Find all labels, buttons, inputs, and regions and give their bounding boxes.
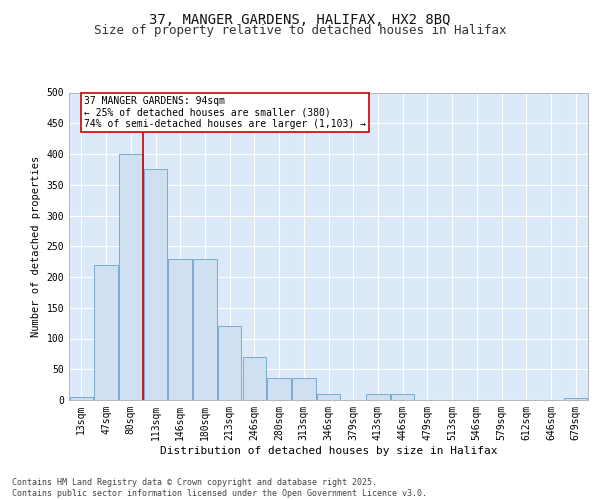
X-axis label: Distribution of detached houses by size in Halifax: Distribution of detached houses by size …	[160, 446, 497, 456]
Bar	[193, 258, 217, 400]
Bar	[564, 398, 587, 400]
Text: 37 MANGER GARDENS: 94sqm
← 25% of detached houses are smaller (380)
74% of semi-: 37 MANGER GARDENS: 94sqm ← 25% of detach…	[84, 96, 366, 129]
Bar	[94, 264, 118, 400]
Text: 37, MANGER GARDENS, HALIFAX, HX2 8BQ: 37, MANGER GARDENS, HALIFAX, HX2 8BQ	[149, 12, 451, 26]
Bar	[268, 378, 291, 400]
Bar	[292, 378, 316, 400]
Text: Size of property relative to detached houses in Halifax: Size of property relative to detached ho…	[94, 24, 506, 37]
Y-axis label: Number of detached properties: Number of detached properties	[31, 156, 41, 337]
Bar	[169, 258, 192, 400]
Bar	[144, 170, 167, 400]
Bar	[366, 394, 389, 400]
Bar	[70, 397, 93, 400]
Bar	[317, 394, 340, 400]
Bar	[218, 326, 241, 400]
Text: Contains HM Land Registry data © Crown copyright and database right 2025.
Contai: Contains HM Land Registry data © Crown c…	[12, 478, 427, 498]
Bar	[391, 394, 415, 400]
Bar	[242, 357, 266, 400]
Bar	[119, 154, 143, 400]
